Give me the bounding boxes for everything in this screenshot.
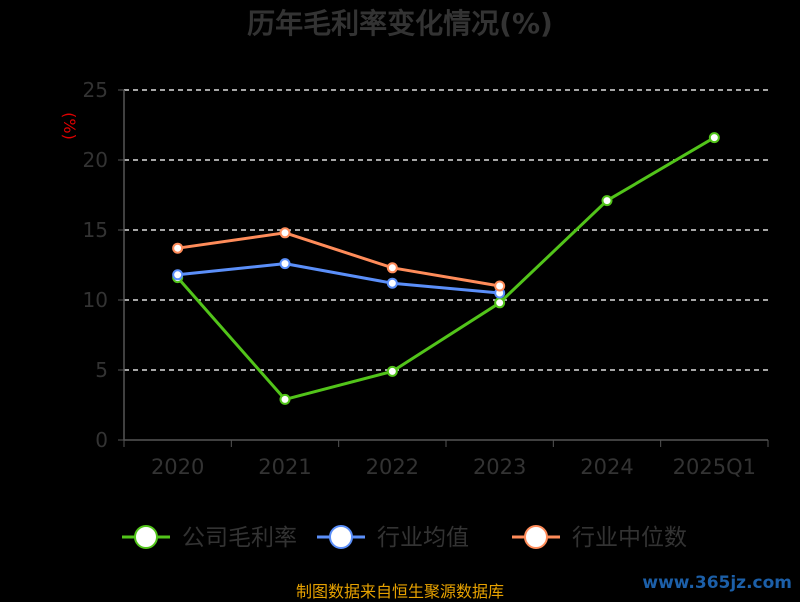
legend-marker-icon: [524, 525, 548, 549]
y-tick-label: 25: [83, 78, 108, 102]
x-tick-label: 2024: [580, 455, 633, 479]
series-0: [172, 132, 720, 405]
x-tick-label: 2023: [473, 455, 526, 479]
y-tick-label: 0: [95, 428, 108, 452]
legend-item-2[interactable]: 行业中位数: [512, 525, 687, 551]
data-point[interactable]: [279, 258, 291, 270]
data-point[interactable]: [279, 393, 291, 405]
data-point[interactable]: [708, 132, 720, 144]
legend-label: 行业均值: [377, 525, 469, 551]
series-2: [172, 227, 506, 292]
y-tick-label: 20: [83, 148, 108, 172]
data-point[interactable]: [172, 242, 184, 254]
legend-marker-icon: [134, 525, 158, 549]
legend-item-0[interactable]: 公司毛利率: [122, 525, 297, 551]
series-line: [177, 262, 500, 295]
legend-marker-icon: [329, 525, 353, 549]
data-point[interactable]: [386, 365, 398, 377]
x-tick-label: 2021: [258, 455, 311, 479]
y-tick-label: 5: [95, 358, 108, 382]
data-point[interactable]: [494, 297, 506, 309]
y-tick-label: 15: [83, 218, 108, 242]
data-point[interactable]: [386, 262, 398, 274]
series-line: [177, 231, 500, 288]
series-group: [172, 132, 720, 405]
data-point[interactable]: [279, 227, 291, 239]
y-axis-unit-label: (%): [60, 112, 79, 140]
data-point[interactable]: [494, 280, 506, 292]
y-tick-label: 10: [83, 288, 108, 312]
x-tick-label: 2020: [151, 455, 204, 479]
chart-title: 历年毛利率变化情况(%): [247, 7, 553, 40]
watermark: www.365jz.com: [642, 573, 792, 593]
series-line: [176, 136, 716, 401]
legend-item-1[interactable]: 行业均值: [317, 525, 469, 551]
axes: 0 5 10 15 20 25 2020 2021 2022 2023 2024 2025Q1: [83, 78, 769, 479]
legend-label: 行业中位数: [572, 525, 687, 551]
data-point[interactable]: [386, 277, 398, 289]
legend-label: 公司毛利率: [182, 525, 297, 551]
x-tick-label: 2025Q1: [673, 455, 756, 479]
data-point[interactable]: [172, 269, 184, 281]
data-point[interactable]: [601, 195, 613, 207]
x-tick-label: 2022: [366, 455, 419, 479]
legend[interactable]: 公司毛利率 行业均值 行业中位数: [122, 525, 687, 551]
data-source-note: 制图数据来自恒生聚源数据库: [295, 582, 504, 601]
